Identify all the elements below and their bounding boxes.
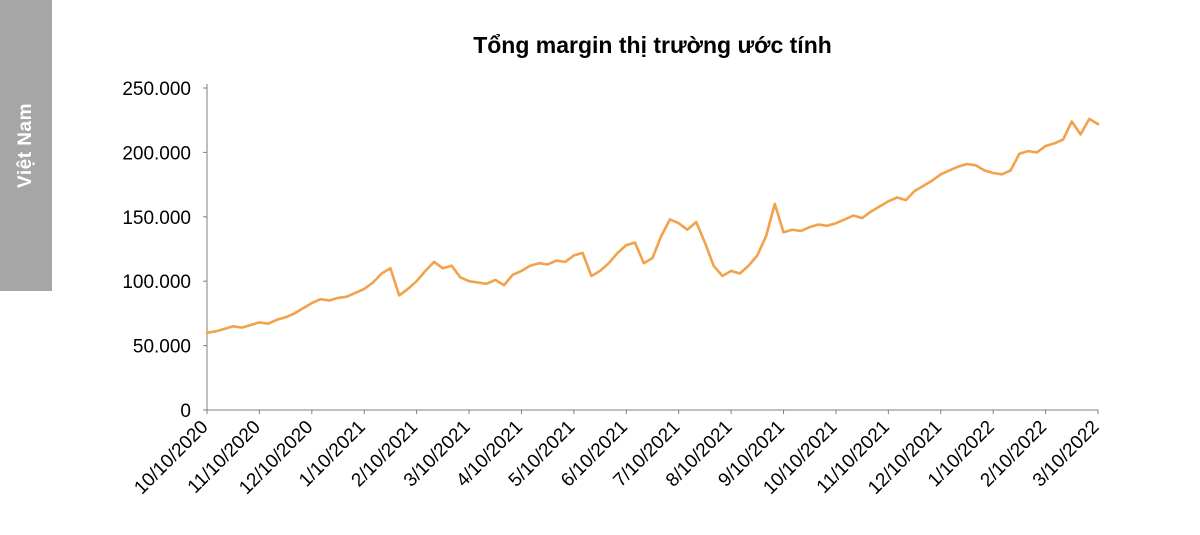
chart-title: Tổng margin thị trường ước tính <box>473 32 832 58</box>
y-axis-label: 250.000 <box>122 79 191 100</box>
y-axis-label: 0 <box>180 401 191 422</box>
y-axis-label: 200.000 <box>122 143 191 164</box>
region-sidebar: Việt Nam <box>0 0 52 291</box>
y-axis-label: 150.000 <box>122 208 191 229</box>
y-axis-label: 50.000 <box>133 337 191 358</box>
series-line <box>205 117 1100 335</box>
y-axis-label: 100.000 <box>122 272 191 293</box>
